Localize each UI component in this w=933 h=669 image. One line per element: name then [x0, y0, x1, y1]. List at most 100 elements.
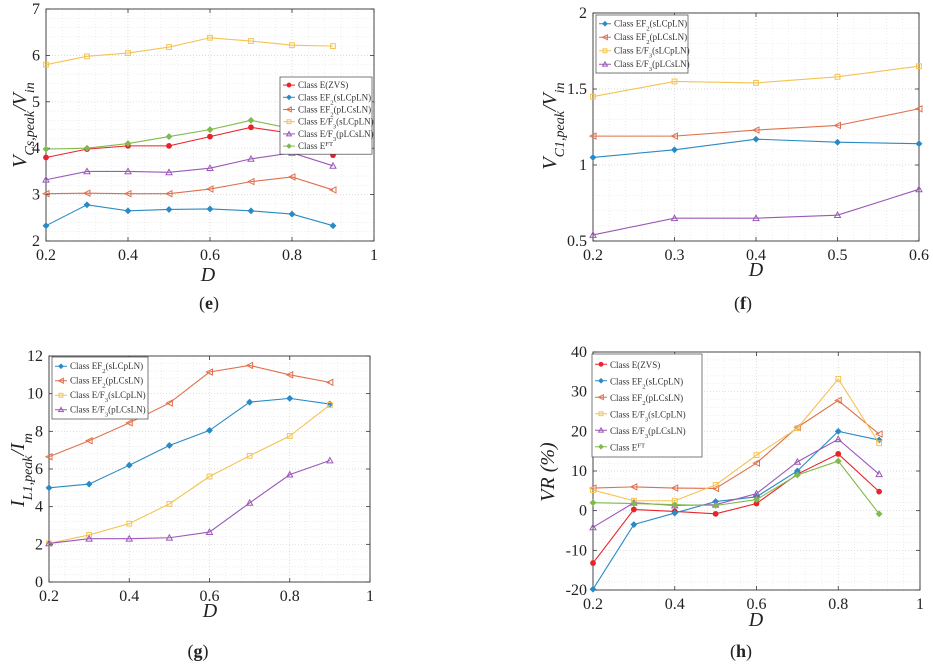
- x-tick-label: 0.8: [282, 247, 302, 264]
- series-line: [45, 37, 334, 66]
- y-tick-label: 4: [32, 140, 40, 157]
- x-tick-label: 0.8: [828, 596, 848, 613]
- chart-panel-e: 0.2 0.4 0.6 0.8 1 2 3 4 5 6 7 Class E(ZVS) Class EF2…: [9, 1, 378, 314]
- y-axis-label: VR (%): [537, 442, 559, 502]
- data-point: [589, 585, 597, 593]
- data-point: [248, 38, 254, 44]
- legend-marker: [57, 377, 64, 384]
- series-line: [48, 460, 331, 544]
- series-line: [45, 204, 334, 227]
- x-tick-label: 0.6: [909, 247, 929, 264]
- legend-marker: [602, 48, 608, 54]
- legend-entry: Class EF2(sLCpLN): [614, 19, 687, 32]
- legend-entry: Class EF2(pLCsLN): [70, 376, 143, 390]
- data-point: [288, 210, 296, 218]
- legend-marker: [57, 406, 65, 413]
- legend-entry: Class E/F3(sLCpLN): [614, 46, 690, 60]
- data-point: [589, 523, 597, 531]
- legend-marker: [601, 60, 609, 67]
- data-point: [245, 361, 254, 370]
- data-point: [752, 459, 760, 467]
- data-point: [590, 487, 596, 493]
- data-point: [205, 185, 214, 193]
- data-point: [125, 461, 133, 469]
- data-point: [589, 230, 597, 238]
- data-point: [285, 371, 294, 379]
- legend-entry: Class EFT: [610, 442, 646, 453]
- legend-marker: [598, 443, 604, 450]
- data-point: [85, 480, 93, 488]
- data-point: [915, 140, 923, 148]
- data-point: [590, 93, 596, 100]
- data-point: [166, 500, 173, 507]
- data-point: [286, 433, 293, 439]
- data-point: [165, 133, 173, 141]
- data-point: [630, 521, 638, 528]
- legend-entry: Class E/F3(sLCpLN): [70, 390, 146, 404]
- data-point: [753, 452, 760, 459]
- data-point: [876, 440, 883, 447]
- data-point: [834, 396, 842, 405]
- data-point: [752, 489, 761, 497]
- data-point: [83, 167, 91, 175]
- y-tick-label: 6: [35, 461, 43, 478]
- data-point: [915, 185, 923, 193]
- series-g-2: [46, 402, 333, 547]
- chart-panel-f: 0.2 0.3 0.4 0.5 0.6 0.5 1 1.5 2 Class EF2(sLCpLN)…: [539, 5, 929, 314]
- data-point: [166, 142, 172, 149]
- data-point: [247, 154, 255, 162]
- data-point: [125, 419, 133, 427]
- data-point: [125, 534, 134, 542]
- data-point: [834, 73, 841, 80]
- data-point: [834, 435, 843, 443]
- y-tick-label: 4: [35, 499, 43, 516]
- x-tick-label: 0.4: [119, 588, 139, 605]
- data-point: [833, 121, 841, 130]
- legend-marker: [598, 411, 604, 417]
- x-axis-label: D: [202, 600, 218, 622]
- legend-entry: Class EF2(sLCpLN): [298, 92, 371, 106]
- data-point: [285, 470, 294, 478]
- legend-box: [595, 14, 689, 74]
- x-tick-label: 0.3: [665, 247, 685, 264]
- series-h-5: [589, 457, 883, 518]
- x-tick-label: 0.2: [583, 247, 603, 264]
- x-tick-label: 0.5: [828, 247, 848, 264]
- legend-marker: [602, 20, 608, 27]
- data-point: [329, 161, 337, 169]
- legend: Class EF2(sLCpLN)Class EF2(pLCsLN)Class …: [51, 356, 149, 420]
- data-point: [629, 483, 638, 491]
- y-tick-label: 20: [571, 423, 587, 440]
- data-point: [206, 426, 213, 434]
- y-tick-label: 30: [571, 384, 587, 401]
- y-tick-label: 5: [32, 94, 40, 111]
- x-tick-label: 1: [916, 596, 924, 613]
- data-point: [834, 457, 842, 465]
- series-f-1: [588, 104, 923, 140]
- data-point: [42, 175, 50, 183]
- legend-entry: Class E/F3(sLCpLN): [298, 117, 374, 131]
- x-axis-label: D: [748, 259, 764, 281]
- data-point: [794, 425, 801, 432]
- data-point: [916, 63, 922, 70]
- data-point: [45, 484, 53, 492]
- data-point: [205, 368, 213, 376]
- legend-marker: [286, 119, 292, 125]
- data-point: [326, 456, 334, 464]
- x-tick-label: 0.6: [747, 596, 767, 613]
- legend: Class EF2(sLCpLN)Class EF2(pLCsLN)Class …: [595, 14, 690, 74]
- series-g-3: [45, 456, 334, 547]
- data-point: [875, 470, 883, 478]
- y-tick-label: 2: [579, 5, 587, 22]
- data-point: [165, 399, 173, 407]
- legend-marker: [58, 392, 64, 398]
- legend-entry: Class E/F3(pLCsLN): [298, 129, 374, 143]
- data-point: [246, 177, 255, 186]
- data-point: [164, 189, 173, 198]
- panel-caption: (h): [730, 641, 752, 662]
- data-point: [206, 126, 214, 134]
- data-point: [248, 124, 254, 131]
- series-g-1: [44, 361, 334, 461]
- data-point: [165, 168, 173, 176]
